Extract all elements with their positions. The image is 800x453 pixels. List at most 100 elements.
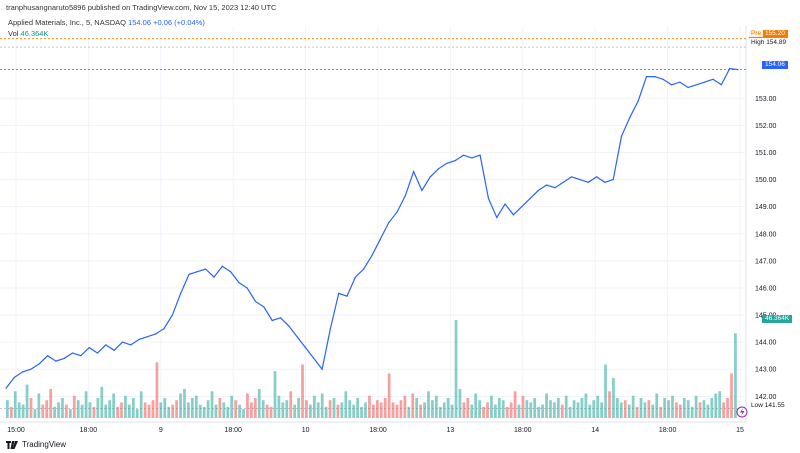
volume-bar bbox=[257, 389, 261, 418]
volume-bar bbox=[584, 393, 588, 418]
price-point bbox=[313, 357, 315, 359]
price-point bbox=[521, 206, 523, 208]
volume-indicator-label[interactable]: Vol bbox=[8, 29, 19, 38]
volume-bar bbox=[324, 406, 328, 418]
volume-bar bbox=[84, 391, 88, 418]
volume-bar bbox=[537, 406, 541, 418]
price-point bbox=[329, 328, 331, 330]
volume-bar bbox=[131, 397, 135, 418]
volume-bar bbox=[651, 404, 655, 418]
volume-bar bbox=[179, 393, 182, 418]
price-point bbox=[205, 268, 207, 270]
high-price-label: High 154.89 bbox=[751, 39, 787, 46]
price-point bbox=[679, 81, 681, 83]
price-point bbox=[304, 347, 307, 349]
volume-bar bbox=[116, 406, 119, 418]
y-tick-label: 151.00 bbox=[755, 150, 777, 157]
x-tick-label: 14 bbox=[591, 427, 599, 434]
volume-bar bbox=[312, 395, 316, 418]
premarket-price-label: Pre 155.20 bbox=[749, 30, 788, 38]
volume-bar bbox=[226, 406, 230, 418]
volume-bar bbox=[458, 389, 462, 418]
volume-bar bbox=[147, 404, 151, 418]
volume-bar bbox=[277, 395, 281, 418]
volume-bar bbox=[470, 404, 474, 418]
tradingview-brand[interactable]: TradingView bbox=[6, 440, 66, 449]
volume-bar bbox=[289, 391, 293, 418]
volume-bar bbox=[364, 402, 367, 418]
symbol-name[interactable]: Applied Materials, Inc., 5, NASDAQ bbox=[8, 18, 126, 27]
volume-bar bbox=[49, 389, 53, 418]
volume-bar bbox=[415, 397, 419, 418]
volume-bar bbox=[72, 395, 76, 418]
volume-bar bbox=[368, 395, 371, 418]
price-point bbox=[454, 160, 456, 162]
price-point bbox=[695, 84, 698, 86]
volume-bar bbox=[501, 400, 505, 418]
volume-bar bbox=[151, 400, 155, 418]
x-tick-label: 15:00 bbox=[7, 427, 25, 434]
price-point bbox=[221, 265, 223, 267]
volume-bar bbox=[120, 402, 123, 418]
price-point bbox=[163, 328, 165, 330]
volume-bar bbox=[92, 406, 96, 418]
price-change: +0.06 (+0.04%) bbox=[153, 18, 205, 27]
volume-bar bbox=[497, 397, 501, 418]
volume-bar bbox=[604, 364, 607, 418]
price-point bbox=[63, 357, 65, 359]
volume-bar bbox=[494, 404, 497, 418]
price-point bbox=[371, 254, 373, 256]
volume-bar bbox=[190, 397, 194, 418]
volume-bar bbox=[301, 364, 304, 418]
price-point bbox=[396, 211, 398, 213]
volume-bar bbox=[336, 404, 340, 418]
volume-bar bbox=[9, 406, 13, 418]
volume-bar bbox=[619, 402, 623, 418]
price-point bbox=[171, 314, 173, 316]
price-point bbox=[612, 179, 614, 181]
volume-bar bbox=[356, 397, 360, 418]
price-point bbox=[196, 271, 198, 273]
price-point bbox=[146, 336, 148, 338]
price-point bbox=[288, 325, 290, 327]
volume-bar bbox=[293, 404, 297, 418]
volume-bar bbox=[517, 404, 521, 418]
volume-bar bbox=[659, 406, 663, 418]
volume-bar bbox=[230, 395, 234, 418]
volume-bar bbox=[596, 395, 600, 418]
volume-bar bbox=[112, 393, 116, 418]
volume-bar bbox=[560, 404, 564, 418]
volume-bar bbox=[33, 409, 37, 418]
volume-bar bbox=[65, 404, 68, 418]
volume-bar bbox=[474, 393, 478, 418]
volume-bar bbox=[328, 400, 332, 418]
volume-bar bbox=[29, 397, 33, 418]
price-point bbox=[462, 154, 465, 156]
volume-bar bbox=[269, 406, 273, 418]
y-tick-label: 149.00 bbox=[755, 204, 777, 211]
volume-bar bbox=[462, 402, 466, 418]
price-point bbox=[504, 203, 506, 205]
price-point bbox=[487, 198, 490, 200]
price-point bbox=[604, 181, 606, 183]
y-tick-label: 147.00 bbox=[755, 258, 777, 265]
y-tick-label: 142.00 bbox=[755, 394, 777, 401]
volume-bar bbox=[100, 386, 104, 418]
price-point bbox=[537, 189, 540, 191]
price-point bbox=[22, 371, 24, 373]
price-point bbox=[105, 344, 107, 346]
volume-bar bbox=[588, 404, 592, 418]
price-point bbox=[96, 352, 99, 354]
volume-bar bbox=[513, 391, 517, 418]
volume-bar bbox=[13, 391, 17, 418]
volume-bar bbox=[576, 402, 580, 418]
x-tick-label: 18:00 bbox=[224, 427, 242, 434]
volume-bar bbox=[690, 406, 694, 418]
price-point bbox=[263, 306, 265, 308]
volume-bar bbox=[253, 397, 257, 418]
volume-bar bbox=[273, 371, 277, 418]
x-tick-label: 18:00 bbox=[514, 427, 532, 434]
volume-bar bbox=[580, 397, 584, 418]
volume-bar bbox=[553, 402, 556, 418]
